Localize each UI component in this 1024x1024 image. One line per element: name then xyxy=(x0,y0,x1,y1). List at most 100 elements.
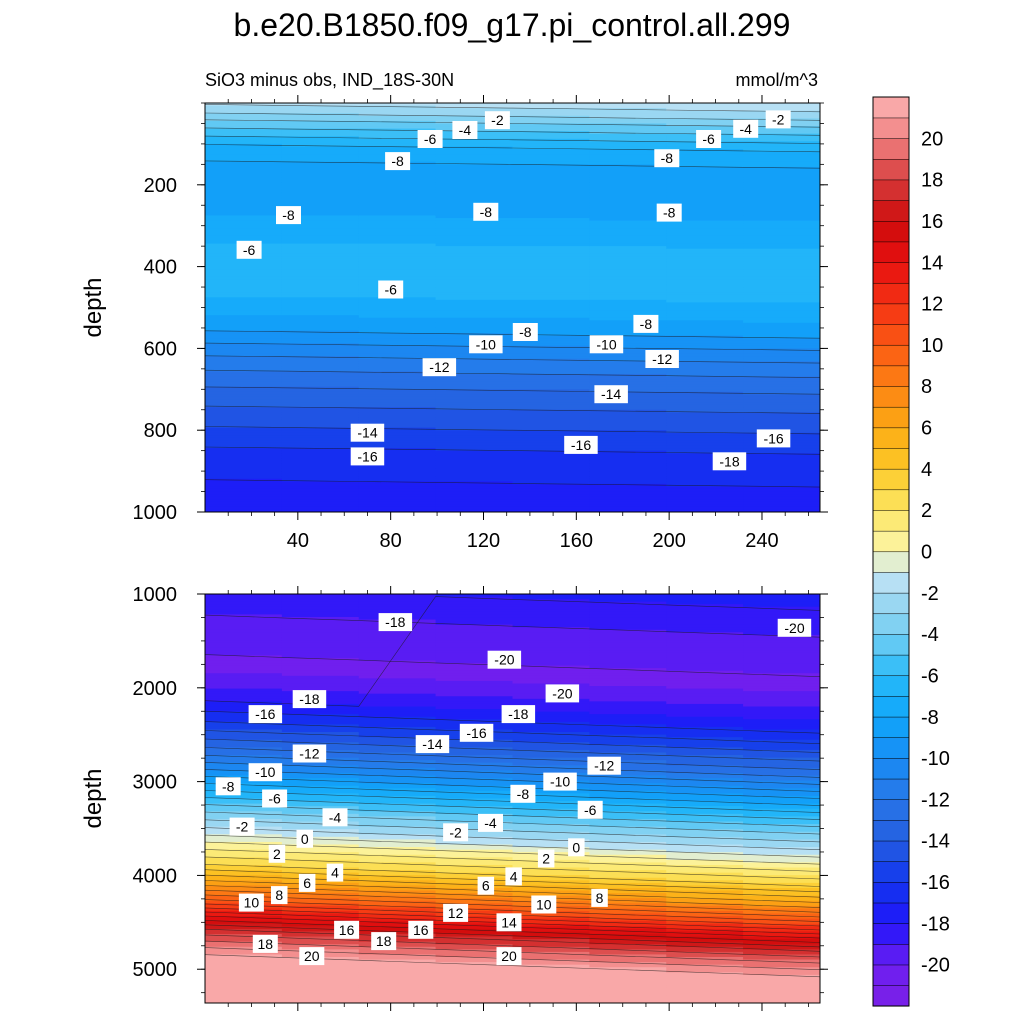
field-cell xyxy=(205,652,283,656)
field-cell xyxy=(512,246,590,250)
field-cell xyxy=(358,900,437,904)
field-cell xyxy=(358,775,437,779)
field-cell xyxy=(589,657,667,662)
field-cell xyxy=(358,414,437,419)
field-cell xyxy=(589,266,667,270)
field-cell xyxy=(281,182,360,186)
field-cell xyxy=(512,343,590,347)
field-cell xyxy=(743,680,820,685)
field-cell xyxy=(281,143,360,148)
field-cell xyxy=(512,770,590,774)
field-cell xyxy=(281,310,360,314)
field-cell xyxy=(205,790,283,794)
field-cell xyxy=(281,379,360,383)
field-cell xyxy=(666,987,744,991)
contour-label: -12 xyxy=(422,358,457,377)
field-cell xyxy=(281,936,360,940)
field-cell xyxy=(435,686,514,690)
field-cell xyxy=(589,918,667,922)
field-cell xyxy=(666,852,744,856)
field-cell xyxy=(358,893,437,897)
field-cell xyxy=(435,169,514,173)
field-cell xyxy=(281,504,360,508)
field-cell xyxy=(205,857,283,861)
field-cell xyxy=(589,348,667,352)
svg-text:8: 8 xyxy=(596,890,604,906)
field-cell xyxy=(589,256,667,260)
field-cell xyxy=(435,304,514,309)
field-cell xyxy=(358,678,437,682)
field-cell xyxy=(512,307,590,311)
field-cell xyxy=(512,233,590,237)
field-cell xyxy=(512,936,590,940)
field-cell xyxy=(666,212,744,217)
field-cell xyxy=(512,974,590,979)
field-cell xyxy=(435,663,514,667)
field-cell xyxy=(358,640,437,644)
field-cell xyxy=(358,629,437,633)
field-cell xyxy=(435,458,514,462)
field-cell xyxy=(358,752,437,756)
colorbar-band xyxy=(872,509,910,532)
field-cell xyxy=(589,327,667,332)
field-cell xyxy=(205,195,283,199)
field-cell xyxy=(205,785,283,789)
field-cell xyxy=(743,164,820,168)
field-cell xyxy=(666,274,744,278)
field-cell xyxy=(589,688,667,692)
colorbar-band xyxy=(872,840,910,862)
field-cell xyxy=(281,159,360,163)
field-cell xyxy=(666,506,744,511)
field-cell xyxy=(358,103,437,107)
field-cell xyxy=(281,921,360,925)
field-cell xyxy=(743,494,820,498)
field-cell xyxy=(281,103,360,107)
field-cell xyxy=(435,151,514,155)
field-cell xyxy=(205,330,283,334)
field-cell xyxy=(358,235,437,240)
x-tick-label: 40 xyxy=(287,530,309,552)
field-cell xyxy=(666,307,744,311)
field-cell xyxy=(666,264,744,268)
field-cell xyxy=(435,821,514,825)
field-cell xyxy=(435,230,514,234)
field-cell xyxy=(512,885,590,889)
field-cell xyxy=(589,645,667,649)
field-cell xyxy=(358,990,437,994)
colorbar-band xyxy=(872,241,910,263)
field-cell xyxy=(358,228,437,232)
field-cell xyxy=(666,261,744,265)
field-cell xyxy=(666,504,744,508)
field-cell xyxy=(281,164,360,168)
field-cell xyxy=(589,391,667,396)
field-cell xyxy=(512,632,590,636)
field-cell xyxy=(358,847,437,851)
field-cell xyxy=(281,775,360,779)
field-cell xyxy=(435,862,514,866)
field-cell xyxy=(435,228,514,232)
field-cell xyxy=(205,698,283,702)
field-cell xyxy=(743,225,820,229)
field-cell xyxy=(589,816,667,820)
field-cell xyxy=(358,271,437,275)
field-cell xyxy=(435,235,514,240)
field-cell xyxy=(589,852,667,856)
field-cell xyxy=(281,972,360,976)
field-cell xyxy=(358,936,437,940)
field-cell xyxy=(743,852,820,856)
contour-line xyxy=(205,355,820,364)
field-cell xyxy=(666,967,744,971)
field-cell xyxy=(281,509,360,512)
field-cell xyxy=(589,220,667,224)
field-cell xyxy=(666,686,744,690)
field-cell xyxy=(358,192,437,196)
field-cell xyxy=(358,310,437,314)
field-cell xyxy=(281,363,360,367)
field-cell xyxy=(589,136,667,140)
field-cell xyxy=(435,992,514,996)
field-cell xyxy=(666,299,744,303)
field-cell xyxy=(435,604,514,608)
field-cell xyxy=(743,767,820,771)
field-cell xyxy=(205,437,283,442)
field-cell xyxy=(435,839,514,843)
